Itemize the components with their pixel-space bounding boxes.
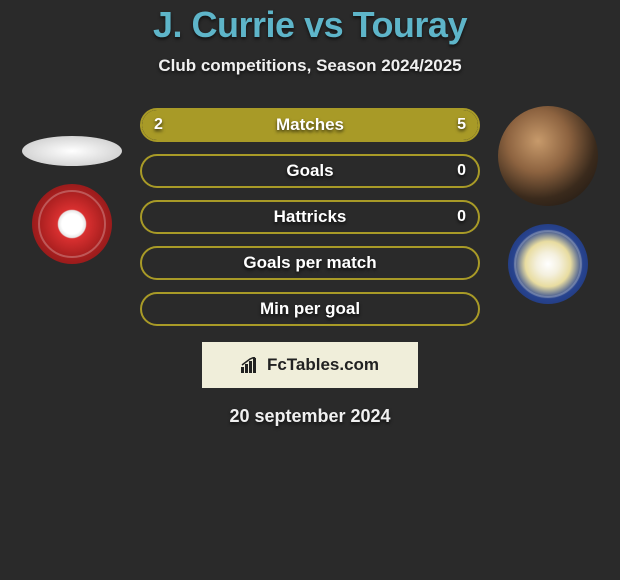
stat-label: Matches bbox=[276, 115, 344, 135]
stat-label: Goals bbox=[286, 161, 333, 181]
page-title: J. Currie vs Touray bbox=[0, 4, 620, 46]
stat-label: Goals per match bbox=[243, 253, 376, 273]
stat-bar: Min per goal bbox=[140, 292, 480, 326]
right-club-crest bbox=[508, 224, 588, 304]
stat-bar: 2 5 Matches bbox=[140, 108, 480, 142]
right-player-column bbox=[498, 106, 598, 304]
stat-bar-fill-right bbox=[238, 110, 478, 140]
stat-value-right: 5 bbox=[457, 116, 466, 134]
left-player-avatar bbox=[22, 136, 122, 166]
comparison-area: 2 5 Matches 0 Goals 0 Hattricks Goals per match… bbox=[0, 106, 620, 326]
left-club-crest bbox=[32, 184, 112, 264]
stat-bar: Goals per match bbox=[140, 246, 480, 280]
stat-label: Min per goal bbox=[260, 299, 360, 319]
stat-bar: 0 Hattricks bbox=[140, 200, 480, 234]
right-player-avatar bbox=[498, 106, 598, 206]
stat-bar: 0 Goals bbox=[140, 154, 480, 188]
stat-value-right: 0 bbox=[457, 208, 466, 226]
stat-bars: 2 5 Matches 0 Goals 0 Hattricks Goals per match… bbox=[140, 108, 480, 326]
watermark-badge: FcTables.com bbox=[202, 342, 418, 388]
stat-label: Hattricks bbox=[274, 207, 347, 227]
stat-value-right: 0 bbox=[457, 162, 466, 180]
chart-icon bbox=[241, 357, 261, 373]
page-subtitle: Club competitions, Season 2024/2025 bbox=[0, 56, 620, 76]
watermark-text: FcTables.com bbox=[267, 355, 379, 375]
date-text: 20 september 2024 bbox=[0, 406, 620, 427]
stat-value-left: 2 bbox=[154, 116, 163, 134]
left-player-column bbox=[22, 106, 122, 264]
